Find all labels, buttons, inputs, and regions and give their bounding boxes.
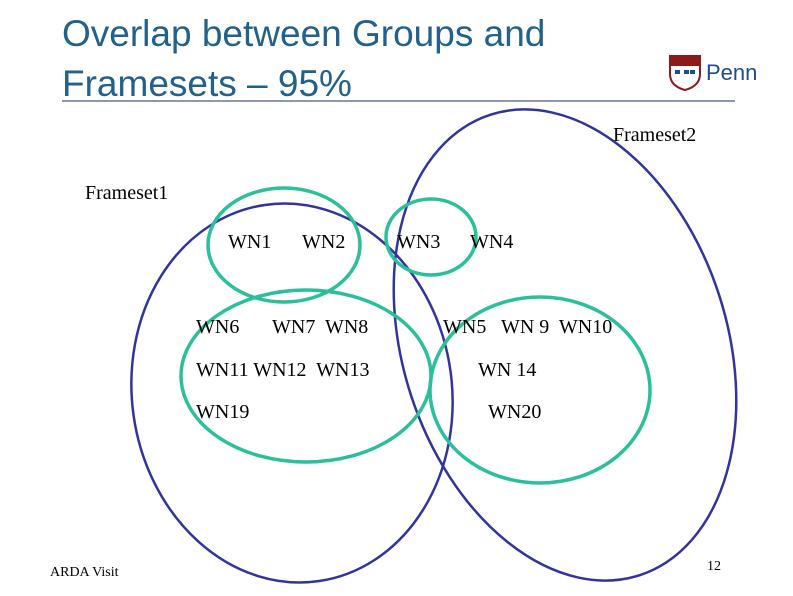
logo-text: Penn bbox=[706, 60, 757, 85]
node-label: WN 14 bbox=[478, 359, 536, 381]
node-label: WN20 bbox=[488, 401, 541, 423]
node-label: WN2 bbox=[302, 231, 345, 253]
footer-text: ARDA Visit bbox=[50, 565, 119, 580]
frameset-label: Frameset1 bbox=[85, 182, 168, 204]
group-ellipse bbox=[384, 197, 478, 277]
frameset-ellipse bbox=[130, 202, 454, 584]
group-ellipse bbox=[206, 186, 362, 304]
frameset-ellipse bbox=[392, 108, 738, 582]
node-label: WN3 bbox=[397, 231, 440, 253]
node-label: WN1 bbox=[228, 231, 271, 253]
node-label: WN5 WN 9 WN10 bbox=[443, 316, 612, 338]
group-ellipse bbox=[428, 295, 652, 485]
node-label: WN7 WN8 bbox=[272, 316, 368, 338]
node-label: WN19 bbox=[196, 401, 249, 423]
title-line: Framesets – 95% bbox=[62, 63, 352, 104]
node-label: WN11 WN12 WN13 bbox=[196, 359, 370, 381]
node-label: WN4 bbox=[470, 231, 513, 253]
title-line: Overlap between Groups and bbox=[62, 13, 545, 54]
node-label: WN6 bbox=[196, 316, 239, 338]
frameset-label: Frameset2 bbox=[613, 124, 696, 146]
penn-shield bbox=[669, 55, 701, 92]
page-number: 12 bbox=[707, 559, 721, 574]
